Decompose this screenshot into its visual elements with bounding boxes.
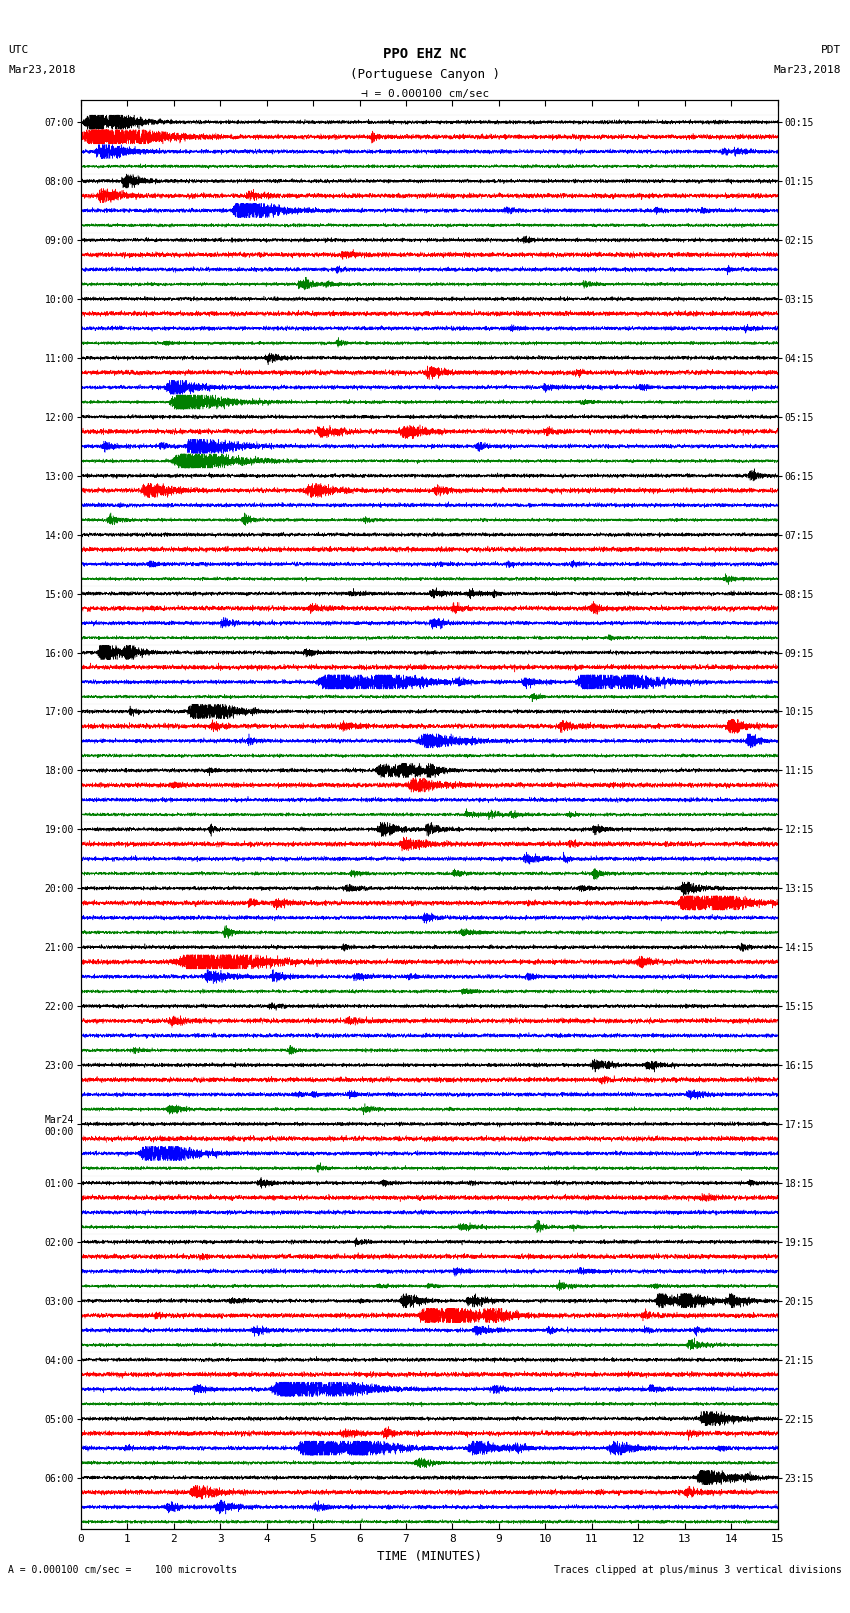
Text: UTC: UTC — [8, 45, 29, 55]
Text: A = 0.000100 cm/sec =    100 microvolts: A = 0.000100 cm/sec = 100 microvolts — [8, 1565, 238, 1574]
Text: ⊣ = 0.000100 cm/sec: ⊣ = 0.000100 cm/sec — [361, 89, 489, 98]
Text: Mar23,2018: Mar23,2018 — [8, 65, 76, 74]
Text: PPO EHZ NC: PPO EHZ NC — [383, 47, 467, 61]
Text: PDT: PDT — [821, 45, 842, 55]
Text: Mar23,2018: Mar23,2018 — [774, 65, 842, 74]
Text: Traces clipped at plus/minus 3 vertical divisions: Traces clipped at plus/minus 3 vertical … — [553, 1565, 842, 1574]
X-axis label: TIME (MINUTES): TIME (MINUTES) — [377, 1550, 482, 1563]
Text: (Portuguese Canyon ): (Portuguese Canyon ) — [350, 68, 500, 81]
